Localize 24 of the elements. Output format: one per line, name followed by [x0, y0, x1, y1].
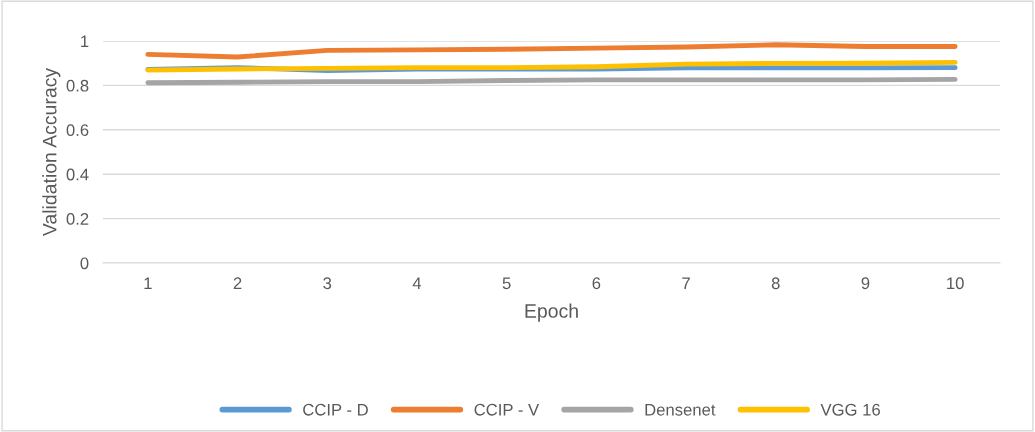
y-tick-label: 0.8 — [66, 79, 89, 92]
x-tick-label: 7 — [682, 277, 690, 289]
x-tick-label: 5 — [502, 277, 511, 290]
x-tick-label: 6 — [592, 277, 601, 290]
y-tick-label: 0.4 — [66, 168, 89, 181]
x-axis-title: Epoch — [525, 303, 578, 322]
y-tick-label: 0 — [80, 257, 89, 270]
x-tick-label: 8 — [771, 277, 780, 290]
x-tick-label: 9 — [861, 277, 870, 290]
y-axis-title: Validation Accuracy — [42, 67, 61, 237]
x-tick-label: 3 — [323, 277, 332, 290]
x-tick-label: 2 — [233, 277, 242, 289]
x-tick-label: 4 — [412, 277, 422, 289]
legend-label: VGG 16 — [820, 403, 880, 416]
legend-label: Densenet — [645, 404, 716, 416]
legend-label: CCIP - V — [474, 403, 540, 416]
y-tick-label: 1 — [81, 35, 89, 48]
y-tick-label: 0.6 — [66, 124, 89, 136]
y-tick-label: 0.2 — [66, 213, 89, 225]
x-tick-label: 10 — [947, 277, 964, 290]
line-series — [145, 59, 958, 73]
line-series — [145, 42, 958, 60]
legend-label: CCIP - D — [303, 403, 368, 416]
x-tick-label: 1 — [144, 277, 152, 289]
